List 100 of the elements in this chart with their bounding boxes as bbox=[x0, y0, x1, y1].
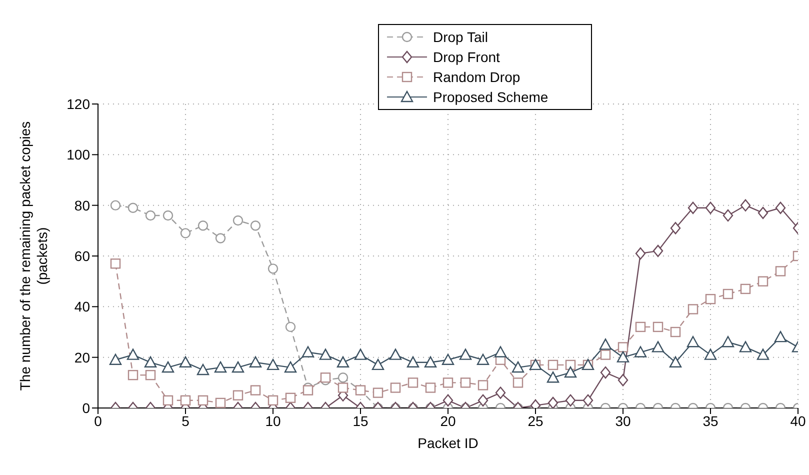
point bbox=[635, 247, 646, 260]
point bbox=[442, 354, 454, 365]
point bbox=[128, 202, 138, 213]
point bbox=[459, 348, 472, 360]
point bbox=[109, 354, 122, 365]
y-tick-label: 40 bbox=[74, 298, 90, 315]
point bbox=[198, 395, 208, 406]
point bbox=[722, 336, 734, 348]
point bbox=[670, 222, 681, 234]
point bbox=[179, 356, 192, 368]
point bbox=[564, 366, 577, 378]
point bbox=[688, 304, 698, 314]
point bbox=[618, 342, 628, 352]
point bbox=[162, 210, 174, 221]
y-tick-label: 0 bbox=[82, 400, 90, 416]
point bbox=[110, 258, 121, 269]
point bbox=[338, 382, 348, 393]
point bbox=[144, 356, 157, 368]
point bbox=[214, 361, 227, 373]
point bbox=[284, 361, 297, 373]
point bbox=[215, 398, 226, 408]
point bbox=[196, 364, 210, 376]
y-tick-label: 80 bbox=[74, 197, 90, 214]
x-tick-label: 35 bbox=[702, 412, 718, 429]
point bbox=[478, 394, 488, 406]
point bbox=[180, 395, 191, 406]
point bbox=[476, 354, 490, 365]
point bbox=[389, 348, 402, 360]
legend-label: Random Drop bbox=[433, 69, 520, 85]
y-tick-label: 20 bbox=[74, 349, 90, 366]
x-tick-label: 25 bbox=[528, 412, 544, 429]
point bbox=[670, 326, 681, 338]
point bbox=[250, 385, 261, 396]
point bbox=[599, 338, 612, 350]
legend-label: Drop Tail bbox=[433, 29, 488, 45]
point bbox=[548, 360, 558, 370]
x-tick-label: 20 bbox=[440, 412, 456, 429]
point bbox=[232, 215, 244, 226]
point bbox=[424, 356, 437, 368]
point bbox=[372, 358, 384, 370]
point bbox=[285, 322, 296, 332]
point bbox=[442, 394, 454, 406]
point bbox=[268, 264, 278, 274]
point bbox=[495, 386, 506, 399]
point bbox=[494, 346, 507, 358]
x-axis-title: Packet ID bbox=[418, 435, 478, 451]
y-axis-title: The number of the remaining packet copies (packets) bbox=[17, 121, 50, 391]
point bbox=[652, 322, 664, 332]
point bbox=[145, 370, 156, 380]
point bbox=[582, 394, 594, 406]
point bbox=[704, 348, 717, 360]
point bbox=[512, 361, 524, 373]
x-tick-label: 40 bbox=[790, 412, 806, 429]
point bbox=[406, 356, 420, 368]
point bbox=[250, 220, 261, 231]
point bbox=[546, 372, 560, 383]
x-tick-label: 5 bbox=[182, 412, 190, 429]
point bbox=[302, 346, 314, 358]
point bbox=[634, 346, 647, 358]
point bbox=[128, 370, 138, 380]
point bbox=[565, 394, 576, 406]
point bbox=[390, 382, 401, 393]
point bbox=[442, 378, 454, 388]
point bbox=[478, 380, 488, 390]
point bbox=[354, 348, 367, 360]
point bbox=[758, 276, 768, 286]
point bbox=[739, 341, 752, 352]
point bbox=[232, 361, 244, 373]
point bbox=[722, 209, 734, 222]
point bbox=[180, 228, 191, 238]
point bbox=[268, 395, 278, 406]
point bbox=[686, 336, 700, 348]
point bbox=[302, 385, 314, 396]
x-tick-label: 0 bbox=[94, 412, 102, 429]
point bbox=[162, 395, 174, 406]
point bbox=[319, 348, 332, 360]
x-tick-label: 15 bbox=[352, 412, 368, 429]
x-tick-label: 10 bbox=[265, 412, 281, 429]
point bbox=[616, 351, 630, 362]
point bbox=[338, 372, 348, 383]
point bbox=[548, 396, 558, 408]
point bbox=[722, 288, 734, 300]
point bbox=[600, 366, 611, 379]
point bbox=[756, 348, 770, 360]
point bbox=[652, 341, 664, 352]
point bbox=[669, 356, 682, 368]
legend-label: Drop Front bbox=[433, 49, 500, 65]
point bbox=[320, 372, 331, 383]
point bbox=[705, 294, 716, 304]
point bbox=[266, 358, 280, 370]
point bbox=[372, 388, 384, 398]
point bbox=[512, 378, 524, 388]
legend-label: Proposed Scheme bbox=[433, 89, 548, 105]
point bbox=[652, 244, 664, 258]
point bbox=[618, 374, 628, 386]
point bbox=[249, 356, 262, 368]
point bbox=[635, 322, 646, 332]
point bbox=[285, 392, 296, 403]
point bbox=[758, 206, 768, 220]
point bbox=[110, 200, 121, 210]
